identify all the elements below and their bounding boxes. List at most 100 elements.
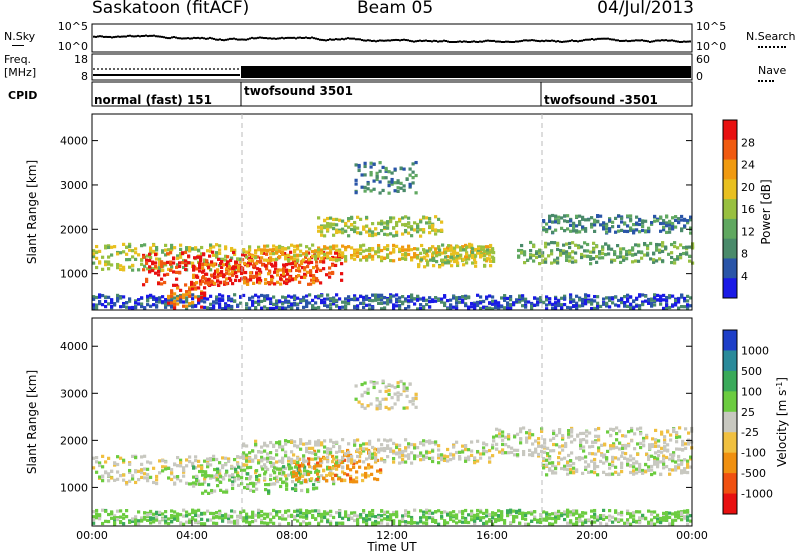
power-cell-181	[230, 246, 234, 251]
velocity-cell-1622	[365, 513, 369, 518]
velocity-cell-1309	[122, 513, 126, 517]
velocity-cell-1412	[200, 512, 204, 516]
power-cell-1163	[432, 251, 436, 255]
power-cell-1907	[218, 297, 222, 301]
power-cell-369	[265, 267, 269, 271]
velocity-cell-1956	[611, 515, 615, 519]
power-cell-140	[197, 248, 201, 252]
power-cell-525	[234, 262, 238, 266]
velocity-cell-84	[161, 465, 165, 469]
power-cell-1120	[422, 227, 426, 232]
power-cell-2582	[203, 293, 207, 298]
power-cell-1859	[176, 294, 180, 299]
velocity-cell-1546	[305, 522, 309, 526]
power-cell-2340	[545, 295, 549, 299]
velocity-cell-887	[464, 446, 468, 450]
velocity-cell-1335	[143, 511, 147, 515]
power-cell-1193	[450, 255, 454, 259]
nsky-point-483	[483, 40, 485, 43]
velocity-cell-423	[279, 477, 283, 481]
power-cell-1916	[224, 303, 228, 308]
velocity-cell-345	[210, 474, 214, 478]
power-cell-504	[219, 262, 223, 266]
velocity-cell-1517	[284, 517, 288, 521]
velocity-cell-547	[349, 480, 353, 484]
velocity-cell-1119	[639, 445, 643, 450]
power-cell-2242	[470, 305, 474, 309]
velocity-cell-765	[377, 438, 381, 442]
power-cell-382	[274, 267, 278, 271]
power-cell-1692	[369, 189, 373, 193]
power-cell-1685	[363, 185, 367, 190]
velocity-cell-453	[300, 481, 304, 485]
velocity-cell-878	[455, 450, 459, 455]
power-cell-577	[270, 278, 274, 282]
nsky-point-601	[601, 37, 603, 40]
power-cell-866	[413, 252, 417, 256]
power-cell-54	[131, 263, 135, 268]
power-cell-1610	[641, 221, 645, 225]
velocity-cell-115	[182, 474, 186, 478]
power-cell-1385	[622, 258, 626, 262]
velocity-cell-1288	[107, 512, 111, 517]
power-cell-2567	[191, 285, 195, 289]
power-cell-771	[341, 254, 345, 258]
power-cell-119	[182, 265, 186, 270]
power-cell-1423	[652, 260, 656, 264]
power-cell-855	[404, 251, 408, 256]
velocity-cell-1828	[515, 515, 519, 519]
power-cell-1007	[338, 230, 342, 234]
velocity-cell-1757	[470, 509, 474, 513]
velocity-cell-1673	[404, 509, 408, 513]
power-cell-1609	[641, 224, 645, 229]
velocity-cell-475	[292, 470, 296, 474]
power-cell-1563	[608, 227, 612, 231]
power-cell-108	[173, 246, 177, 250]
power-cell-2146	[392, 294, 396, 298]
power-cell-2555	[182, 304, 186, 308]
velocity-cell-1753	[464, 508, 468, 513]
power-cell-1791	[122, 304, 126, 309]
power-cell-1600	[635, 228, 639, 232]
velocity-cell-1963	[617, 519, 621, 524]
power-cell-554	[252, 281, 256, 285]
velocity-cell-611	[257, 459, 261, 463]
nsky-point-153	[153, 34, 155, 37]
velocity-cell-16	[104, 471, 108, 475]
velocity-cell-1625	[368, 510, 372, 515]
velocity-cell-1379	[176, 515, 180, 519]
power-cell-603	[291, 265, 295, 269]
velocity-cell-566	[361, 478, 365, 483]
nsky-point-683	[683, 40, 685, 43]
power-cell-2037	[311, 298, 315, 302]
power-cell-1988	[278, 299, 282, 303]
velocity-cell-1410	[200, 517, 204, 521]
power-cell-405	[295, 268, 299, 272]
velocity-cell-1924	[584, 518, 588, 522]
power-cell-1854	[170, 299, 174, 303]
power-cell-1180	[444, 248, 448, 253]
power-cell-1568	[611, 220, 615, 224]
power-cell-438	[325, 273, 329, 277]
nsky-point-177	[177, 37, 179, 40]
velocity-cell-1600	[347, 517, 351, 522]
velocity-cell-138	[203, 480, 207, 484]
velocity-cell-1095	[618, 447, 622, 451]
power-cell-1294	[553, 260, 557, 264]
power-cell-1134	[431, 223, 435, 228]
power-cell-1030	[353, 225, 357, 229]
velocity-cell-937	[501, 434, 505, 438]
nsky-point-487	[487, 39, 489, 42]
power-cell-1214	[465, 261, 469, 265]
velocity-cell-1444	[230, 520, 234, 524]
nsky-point-185	[185, 37, 187, 40]
power-ytick-label-0: 1000	[60, 268, 88, 281]
velocity-cell-1499	[269, 520, 273, 524]
velocity-cell-900	[473, 461, 477, 465]
power-cell-1309	[565, 253, 569, 257]
power-cell-1769	[104, 295, 108, 299]
power-cell-216	[154, 271, 158, 275]
nsky-point-99	[99, 35, 101, 38]
velocity-cell-357	[222, 490, 226, 494]
power-cell-1747	[411, 170, 415, 174]
